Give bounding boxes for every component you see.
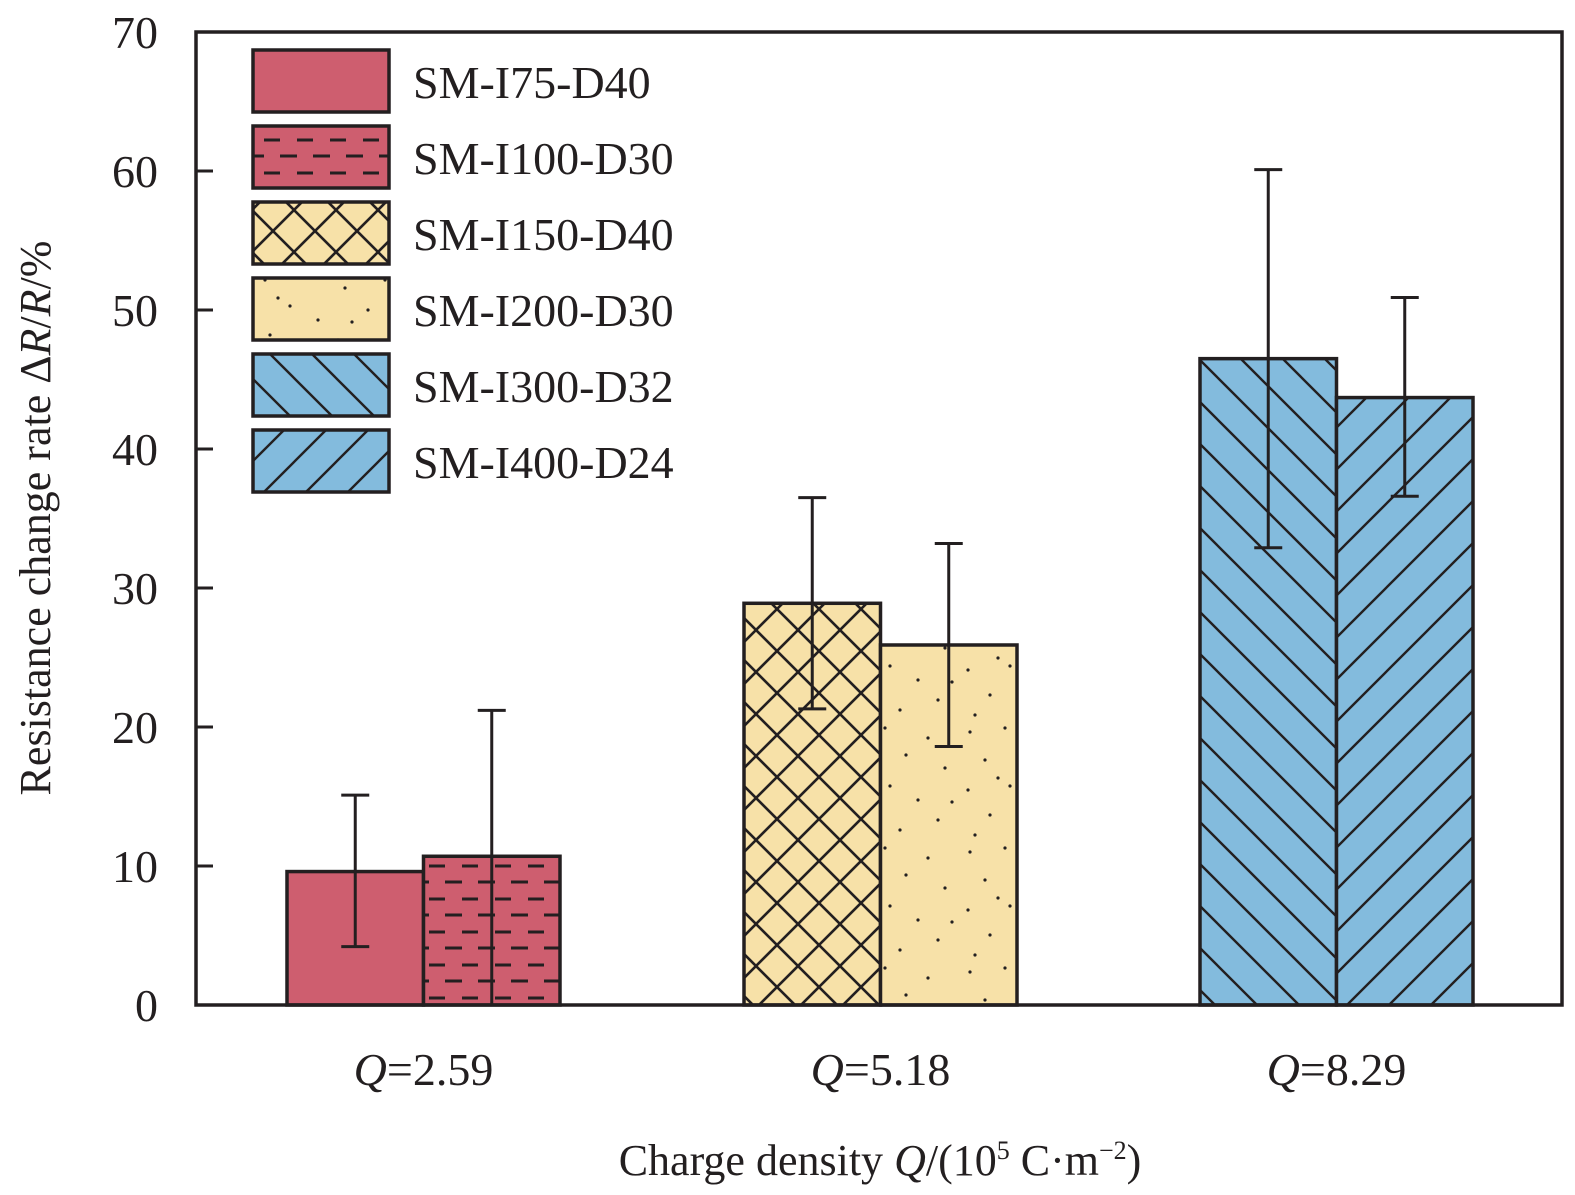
x-category-label: Q=8.29 [1267, 1044, 1407, 1095]
x-category-label: Q=5.18 [811, 1044, 951, 1095]
y-tick-label: 70 [112, 7, 158, 58]
bar-sm-i200-d30 [878, 643, 1019, 1007]
legend-label: SM-I75-D40 [413, 57, 651, 108]
legend-swatch [251, 200, 391, 266]
x-axis-title: Charge density Q/(105 C·m−2) [619, 1136, 1142, 1185]
legend-item: SM-I400-D24 [251, 428, 674, 494]
y-tick-label: 10 [112, 841, 158, 892]
legend: SM-I75-D40 SM-I100-D30 SM-I150-D40 SM-I200-… [251, 48, 674, 494]
legend-label: SM-I200-D30 [413, 285, 674, 336]
legend-swatch [251, 352, 391, 418]
x-axis: Q=2.59 Q=5.18 Q=8.29 [354, 1044, 1407, 1095]
bars-layer [285, 356, 1475, 1007]
legend-swatch [251, 276, 391, 342]
x-category-label: Q=2.59 [354, 1044, 494, 1095]
legend-label: SM-I150-D40 [413, 209, 674, 260]
y-tick-label: 30 [112, 563, 158, 614]
legend-label: SM-I400-D24 [413, 437, 674, 488]
legend-item: SM-I200-D30 [251, 276, 674, 342]
legend-item: SM-I75-D40 [251, 48, 651, 114]
legend-swatch [251, 124, 391, 190]
error-bars-layer [341, 168, 1419, 1005]
y-tick-label: 50 [112, 285, 158, 336]
y-tick-label: 20 [112, 702, 158, 753]
legend-item: SM-I150-D40 [251, 200, 674, 266]
plot-frame [194, 30, 1564, 1007]
y-tick-label: 40 [112, 424, 158, 475]
y-axis-title: Resistance change rate ΔR/R/% [11, 241, 60, 796]
legend-item: SM-I300-D32 [251, 352, 674, 418]
legend-item: SM-I100-D30 [251, 124, 674, 190]
y-axis: 0 10 20 30 40 50 60 70 [112, 7, 213, 1031]
legend-label: SM-I300-D32 [413, 361, 674, 412]
y-tick-label: 60 [112, 146, 158, 197]
y-tick-label: 0 [135, 980, 158, 1031]
legend-label: SM-I100-D30 [413, 133, 674, 184]
bar-sm-i400-d24 [1334, 395, 1475, 1007]
legend-swatch [251, 428, 391, 494]
legend-swatch [251, 48, 391, 114]
